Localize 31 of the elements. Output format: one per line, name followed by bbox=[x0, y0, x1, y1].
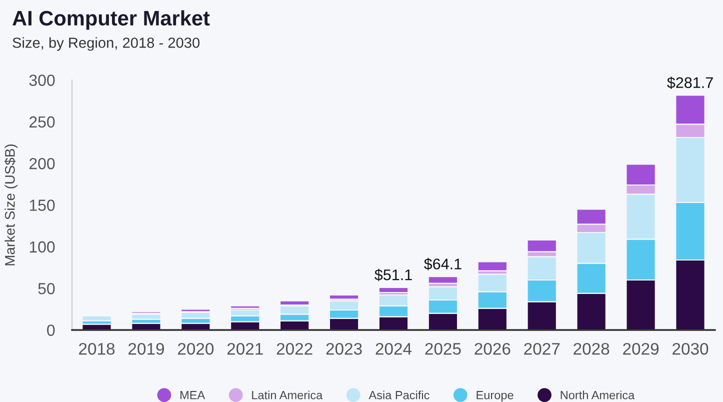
x-tick-label: 2028 bbox=[574, 342, 610, 355]
x-tick-label: 2018 bbox=[79, 342, 115, 355]
y-tick-label: 50 bbox=[38, 282, 55, 294]
legend-label: North America bbox=[560, 390, 635, 400]
y-tick-label: 100 bbox=[30, 241, 55, 253]
y-tick-label: 250 bbox=[29, 116, 55, 128]
y-tick-label: 150 bbox=[30, 200, 55, 211]
total-label: $51.1 bbox=[374, 268, 412, 282]
chart-subtitle: Size, by Region, 2018 - 2030 bbox=[12, 37, 200, 51]
x-tick-label: 2022 bbox=[276, 342, 312, 355]
x-tick-label: 2029 bbox=[623, 342, 659, 355]
x-tick-label: 2020 bbox=[178, 342, 214, 355]
x-tick-label: 2030 bbox=[672, 342, 708, 355]
x-tick-label: 2027 bbox=[524, 342, 560, 355]
total-label: $64.1 bbox=[424, 258, 462, 270]
total-label: $281.7 bbox=[667, 76, 713, 89]
legend-label: MEA bbox=[180, 391, 206, 400]
x-tick-label: 2021 bbox=[227, 342, 263, 355]
x-tick-label: 2025 bbox=[425, 342, 461, 355]
x-tick-label: 2026 bbox=[474, 342, 510, 355]
legend-label: Latin America bbox=[252, 390, 323, 400]
legend-label: Asia Pacific bbox=[368, 390, 430, 400]
y-tick-label: 300 bbox=[29, 74, 55, 86]
y-axis-title: Market Size (US$B) bbox=[4, 144, 18, 266]
x-tick-label: 2024 bbox=[376, 342, 412, 355]
legend-label: Europe bbox=[476, 391, 514, 402]
x-tick-label: 2019 bbox=[128, 342, 164, 355]
y-tick-label: 0 bbox=[47, 324, 55, 336]
y-tick-label: 200 bbox=[29, 158, 55, 170]
x-tick-label: 2023 bbox=[326, 342, 362, 355]
chart-title: AI Computer Market bbox=[12, 10, 210, 30]
